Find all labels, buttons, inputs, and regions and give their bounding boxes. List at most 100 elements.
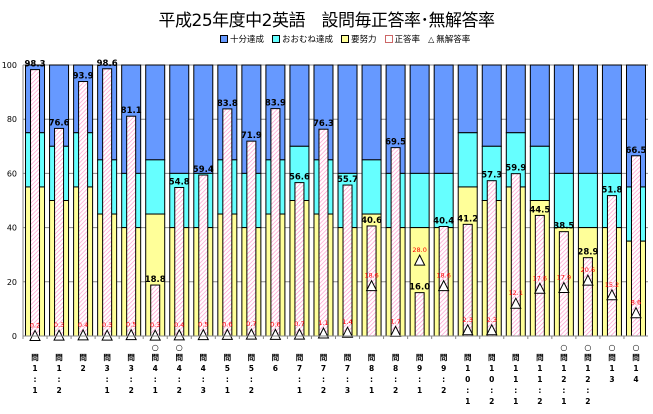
category-label-char: 1 (32, 386, 37, 395)
category-label-char: 問 (224, 353, 232, 362)
category-label-char: 1 (105, 386, 110, 395)
category-label-char: 5 (249, 364, 254, 373)
no-answer-marker (437, 279, 450, 292)
bar-full-achievement (169, 64, 190, 174)
bar-full-achievement (481, 64, 502, 147)
y-tick-label: 20 (7, 278, 17, 287)
category-label-char: 2 (585, 397, 590, 406)
category-label-char: : (394, 375, 397, 384)
no-answer-marker (101, 329, 113, 341)
circle-mark: ○ (608, 343, 615, 352)
category-label-char: : (58, 375, 61, 384)
category-label-char: 2 (80, 364, 85, 373)
y-tick-label: 40 (7, 224, 17, 233)
category-label-char: 問 (272, 353, 280, 362)
category-label-char: 問 (440, 353, 448, 362)
bar-full-achievement (529, 64, 550, 147)
circle-mark: ○ (176, 343, 183, 352)
category-label-char: 1 (513, 364, 518, 373)
category-label-char: 2 (585, 375, 590, 384)
no-answer-marker (461, 323, 474, 336)
category-label-char: 問 (79, 353, 87, 362)
correct-rate-label: 56.6 (289, 173, 310, 183)
bar-full-achievement (553, 64, 574, 174)
no-answer-marker (221, 328, 234, 340)
category-label-char: 問 (392, 353, 400, 362)
circle-mark: ○ (152, 343, 159, 352)
category-label-char: 問 (416, 353, 424, 362)
category-label-char: 問 (127, 353, 135, 362)
category-label-char: 問 (55, 353, 63, 362)
category-label-char: : (130, 375, 133, 384)
category-label-char: 2 (537, 397, 542, 406)
category-label-char: : (490, 386, 493, 395)
category-label-char: 1 (369, 386, 374, 395)
legend-label: 要努力 (351, 35, 377, 45)
no-answer-label: 0.3 (102, 321, 112, 329)
no-answer-marker (341, 326, 354, 338)
bar-correct-rate (78, 81, 89, 337)
bar-correct-rate (318, 128, 329, 337)
category-label-char: : (202, 375, 205, 384)
category-label-char: : (466, 386, 469, 395)
correct-rate-label: 18.8 (145, 275, 166, 285)
bar-mostly-achieved (577, 172, 598, 229)
category-label-char: 問 (344, 353, 352, 362)
category-label-char: 3 (105, 364, 110, 373)
category-label-char: 2 (177, 386, 182, 395)
y-tick-label: 80 (7, 115, 17, 124)
correct-rate-label: 41.2 (457, 214, 478, 224)
no-answer-label: 1.7 (390, 317, 400, 325)
bar-full-achievement (409, 64, 430, 174)
legend-label: おおむね達成 (282, 35, 334, 45)
no-answer-marker (149, 329, 162, 341)
no-answer-marker (630, 306, 642, 319)
category-label-char: 1 (633, 364, 638, 373)
category-label-char: 問 (320, 353, 328, 362)
category-label-char: 1 (465, 364, 470, 373)
category-label-char: : (154, 375, 157, 384)
correct-rate-label: 38.5 (553, 222, 574, 232)
category-label-char: 0 (465, 375, 470, 384)
no-answer-label: 1.4 (342, 318, 352, 326)
no-answer-marker (125, 328, 137, 341)
category-label-char: : (106, 375, 109, 384)
category-label-char: 2 (561, 375, 566, 384)
bar-mostly-achieved (361, 159, 382, 215)
legend-label: 十分達成 (230, 35, 265, 45)
category-label-char: 4 (633, 375, 638, 384)
correct-rate-label: 59.9 (505, 164, 526, 174)
category-label-char: : (346, 375, 349, 384)
category-label-char: : (226, 375, 229, 384)
no-answer-marker (509, 297, 522, 309)
correct-rate-label: 93.9 (73, 72, 94, 82)
no-answer-label: 0.5 (126, 321, 136, 329)
bar-correct-rate (270, 108, 281, 337)
category-label-char: 問 (536, 353, 544, 362)
category-label-char: 問 (584, 353, 592, 362)
no-answer-marker (365, 279, 378, 292)
bar-full-achievement (145, 64, 166, 161)
category-label-char: 3 (609, 375, 614, 384)
category-label-char: 1 (513, 397, 518, 406)
category-label-char: 2 (249, 386, 254, 395)
correct-rate-label: 98.3 (25, 60, 46, 70)
category-label-char: 2 (56, 386, 61, 395)
no-answer-marker (53, 329, 65, 341)
category-label-char: 問 (200, 353, 208, 362)
no-answer-label: 0.3 (54, 321, 64, 329)
correct-rate-label: 40.6 (361, 216, 382, 226)
no-answer-label: 1.1 (318, 319, 328, 327)
circle-mark: ○ (584, 343, 591, 352)
category-label-char: 0 (489, 375, 494, 384)
category-label-char: 4 (177, 364, 182, 373)
bar-correct-rate (54, 127, 65, 337)
circle-mark: ○ (560, 343, 567, 352)
no-answer-label: 20.6 (581, 266, 595, 274)
no-answer-label: 15.2 (605, 281, 619, 289)
bar-mostly-achieved (409, 172, 430, 229)
category-label-char: 3 (345, 386, 350, 395)
y-tick-label: 0 (12, 332, 17, 341)
correct-rate-label: 98.6 (97, 59, 118, 69)
correct-rate-label: 81.1 (121, 106, 142, 116)
